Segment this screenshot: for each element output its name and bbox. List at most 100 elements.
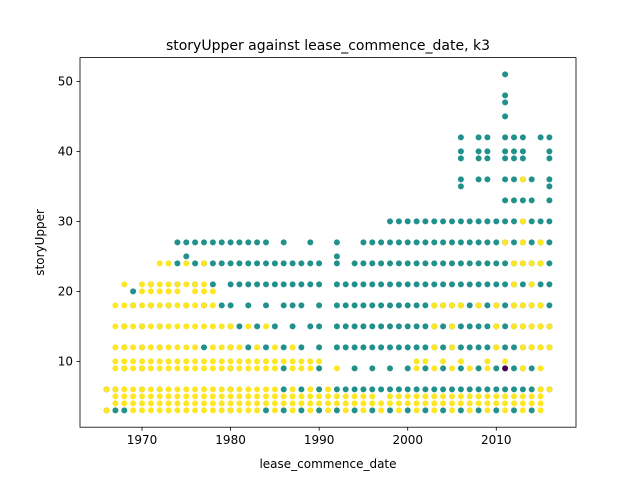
data-point <box>519 148 526 155</box>
data-point <box>466 400 473 407</box>
data-point <box>511 260 517 267</box>
data-point <box>263 365 269 372</box>
data-point <box>369 344 376 351</box>
data-point <box>413 281 420 288</box>
data-point <box>218 344 225 351</box>
data-point <box>156 302 163 309</box>
data-point <box>209 344 216 351</box>
data-point <box>342 400 349 407</box>
data-point <box>466 239 473 246</box>
data-point <box>263 400 269 407</box>
data-point <box>307 358 314 365</box>
data-point <box>201 260 207 267</box>
data-point <box>201 393 207 400</box>
data-point <box>360 344 367 351</box>
data-point <box>245 302 252 309</box>
x-tick-label: 1990 <box>304 433 335 447</box>
data-point <box>333 239 340 246</box>
data-point <box>254 260 261 267</box>
data-point <box>484 407 491 414</box>
data-point <box>342 302 349 309</box>
data-point <box>263 239 269 246</box>
data-point <box>165 386 172 393</box>
data-point <box>236 407 243 414</box>
data-point <box>263 323 269 330</box>
data-point <box>440 281 447 288</box>
data-point <box>519 197 526 204</box>
y-tick-label: 50 <box>58 74 73 88</box>
data-point <box>192 288 199 295</box>
data-point <box>289 407 296 414</box>
data-point <box>183 253 190 260</box>
data-point <box>139 302 145 309</box>
data-point <box>466 281 473 288</box>
data-point <box>511 134 517 141</box>
data-point <box>325 386 331 393</box>
data-point <box>466 386 473 393</box>
data-point <box>422 400 429 407</box>
data-point <box>280 239 287 246</box>
data-point <box>298 358 305 365</box>
data-point <box>271 386 278 393</box>
data-point <box>457 400 464 407</box>
data-point <box>457 281 464 288</box>
data-point <box>493 260 500 267</box>
data-point <box>404 344 411 351</box>
data-point <box>103 407 110 414</box>
data-point <box>112 407 119 414</box>
data-point <box>236 260 243 267</box>
data-point <box>156 288 163 295</box>
data-point <box>484 239 491 246</box>
data-point <box>440 323 447 330</box>
data-point <box>316 302 323 309</box>
data-point <box>457 134 464 141</box>
data-point <box>413 407 420 414</box>
data-point <box>449 393 455 400</box>
data-point <box>546 218 553 225</box>
data-point <box>493 393 500 400</box>
data-point <box>475 344 482 351</box>
data-point <box>466 344 473 351</box>
data-point <box>484 134 491 141</box>
data-point <box>369 239 376 246</box>
data-point <box>413 218 420 225</box>
data-point <box>511 393 517 400</box>
data-point <box>502 323 509 330</box>
data-point <box>254 358 261 365</box>
data-point <box>121 386 128 393</box>
data-point <box>271 281 278 288</box>
data-point <box>502 197 509 204</box>
data-point <box>307 323 314 330</box>
data-point <box>183 386 190 393</box>
data-point <box>493 400 500 407</box>
data-point <box>333 400 340 407</box>
data-point <box>139 323 145 330</box>
data-point <box>112 358 119 365</box>
data-point <box>227 400 234 407</box>
data-point <box>218 323 225 330</box>
data-point <box>528 407 535 414</box>
data-point <box>271 323 278 330</box>
data-point <box>139 344 145 351</box>
data-point <box>519 176 526 183</box>
data-point <box>174 358 181 365</box>
data-point <box>502 358 509 365</box>
data-point <box>475 218 482 225</box>
data-point <box>245 281 252 288</box>
data-point <box>440 386 447 393</box>
data-point <box>537 134 544 141</box>
data-point <box>174 365 181 372</box>
data-point <box>502 281 509 288</box>
data-point <box>201 358 207 365</box>
data-point <box>139 358 145 365</box>
data-point <box>165 260 172 267</box>
data-point <box>174 281 181 288</box>
data-point <box>298 393 305 400</box>
data-point <box>333 260 340 267</box>
data-point <box>139 407 145 414</box>
data-point <box>387 365 393 372</box>
data-point <box>236 239 243 246</box>
data-point <box>404 260 411 267</box>
data-point <box>351 260 358 267</box>
data-point <box>289 393 296 400</box>
